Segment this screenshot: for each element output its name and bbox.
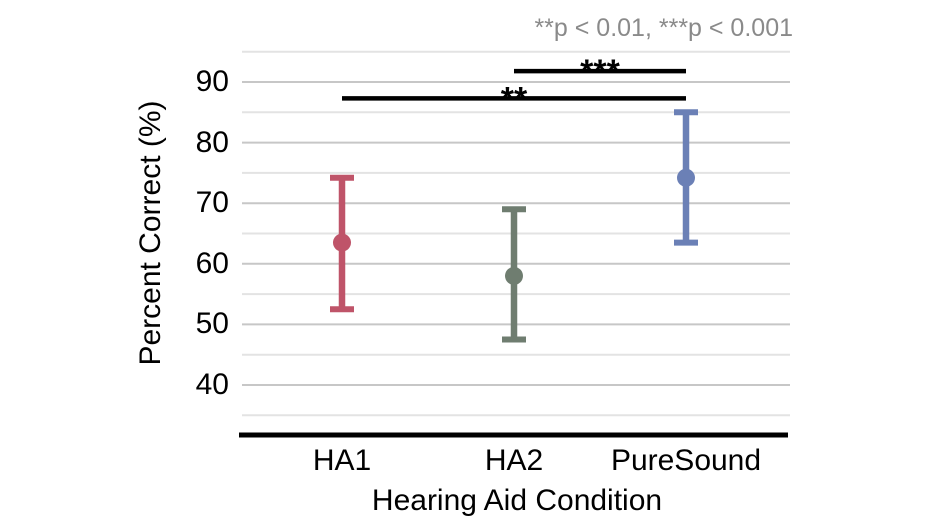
mean-point-ha2 [505, 266, 523, 285]
y-tick-label-90: 90 [195, 65, 229, 98]
x-tick-label-ha2: HA2 [484, 444, 544, 477]
significance-stars-2: *** [580, 53, 620, 91]
significance-stars-1: ** [501, 80, 528, 118]
mean-point-ha1 [333, 233, 351, 252]
mean-point-puresound [677, 168, 695, 187]
x-axis-title: Hearing Aid Condition [371, 484, 663, 517]
x-tick-label-puresound: PureSound [610, 444, 762, 477]
y-tick-label-70: 70 [195, 186, 229, 219]
y-tick-label-40: 40 [195, 368, 229, 401]
y-tick-label-50: 50 [195, 307, 229, 340]
y-tick-label-60: 60 [195, 247, 229, 280]
significance-legend: **p < 0.01, ***p < 0.001 [534, 14, 793, 42]
x-tick-label-ha1: HA1 [312, 444, 372, 477]
y-tick-label-80: 80 [195, 126, 229, 159]
